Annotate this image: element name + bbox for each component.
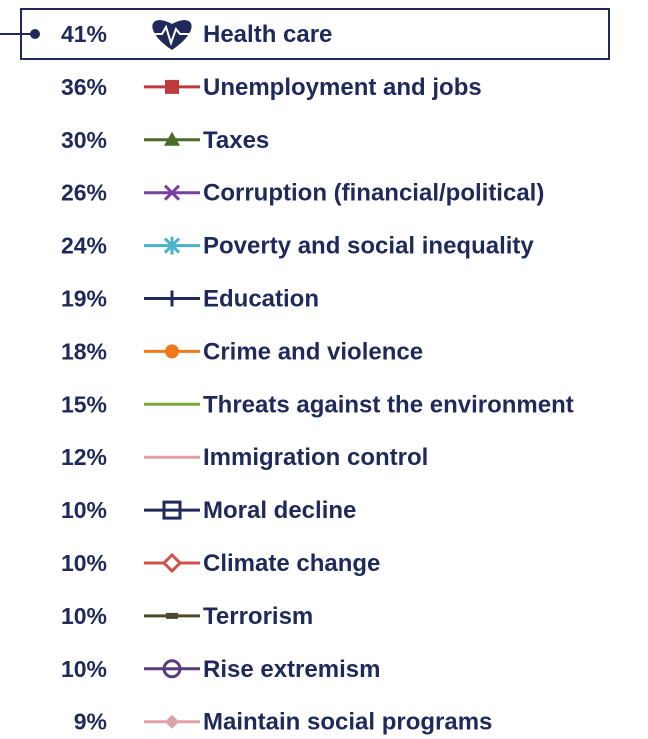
legend-row: 10% Rise extremism bbox=[61, 656, 380, 683]
legend-row: 41% Health care bbox=[61, 20, 332, 50]
value-label: 10% bbox=[61, 550, 107, 576]
legend-row: 26% Corruption (financial/political) bbox=[61, 180, 544, 207]
legend-row: 18% Crime and violence bbox=[61, 338, 423, 365]
series-label: Threats against the environment bbox=[203, 391, 574, 418]
series-label: Terrorism bbox=[203, 603, 313, 630]
legend-row: 24% Poverty and social inequality bbox=[61, 233, 534, 260]
legend-row: 9% Maintain social programs bbox=[74, 709, 493, 736]
value-label: 41% bbox=[61, 21, 107, 47]
legend-row: 10% Moral decline bbox=[61, 497, 356, 524]
legend-marker bbox=[162, 500, 182, 520]
series-label: Climate change bbox=[203, 550, 380, 577]
series-label: Taxes bbox=[203, 127, 269, 154]
value-label: 18% bbox=[61, 338, 107, 364]
legend-row: 10% Climate change bbox=[61, 550, 380, 577]
series-label: Immigration control bbox=[203, 444, 428, 471]
legend-marker bbox=[165, 344, 179, 359]
series-label: Moral decline bbox=[203, 497, 356, 524]
series-label: Rise extremism bbox=[203, 656, 380, 683]
value-label: 10% bbox=[61, 603, 107, 629]
series-label: Corruption (financial/political) bbox=[203, 180, 544, 207]
series-label: Unemployment and jobs bbox=[203, 74, 482, 101]
value-label: 15% bbox=[61, 391, 107, 417]
legend-marker bbox=[162, 659, 182, 679]
value-label: 19% bbox=[61, 286, 107, 312]
legend-row: 36% Unemployment and jobs bbox=[61, 74, 482, 101]
legend-marker bbox=[163, 236, 181, 255]
value-label: 10% bbox=[61, 497, 107, 523]
legend-marker bbox=[165, 79, 179, 94]
legend-marker bbox=[163, 184, 181, 201]
value-label: 10% bbox=[61, 656, 107, 682]
value-label: 24% bbox=[61, 233, 107, 259]
legend-row: 15% Threats against the environment bbox=[61, 391, 574, 418]
series-label: Crime and violence bbox=[203, 338, 423, 365]
series-label: Poverty and social inequality bbox=[203, 233, 534, 260]
value-label: 30% bbox=[61, 127, 107, 153]
highlight-leader-dot bbox=[30, 29, 40, 39]
legend-row: 10% Terrorism bbox=[61, 603, 313, 630]
legend-row: 12% Immigration control bbox=[61, 444, 428, 471]
legend-marker bbox=[161, 552, 183, 574]
legend-marker bbox=[166, 612, 178, 619]
legend-marker bbox=[164, 131, 180, 146]
value-label: 26% bbox=[61, 180, 107, 206]
legend-row: 30% Taxes bbox=[61, 127, 269, 154]
value-label: 36% bbox=[61, 74, 107, 100]
value-label: 12% bbox=[61, 444, 107, 470]
series-label: Education bbox=[203, 286, 319, 313]
legend-row: 19% Education bbox=[61, 286, 319, 313]
series-label: Maintain social programs bbox=[203, 709, 492, 736]
heart-icon bbox=[146, 20, 198, 50]
value-label: 9% bbox=[74, 709, 107, 735]
legend-marker bbox=[165, 714, 179, 729]
series-label: Health care bbox=[203, 21, 332, 48]
